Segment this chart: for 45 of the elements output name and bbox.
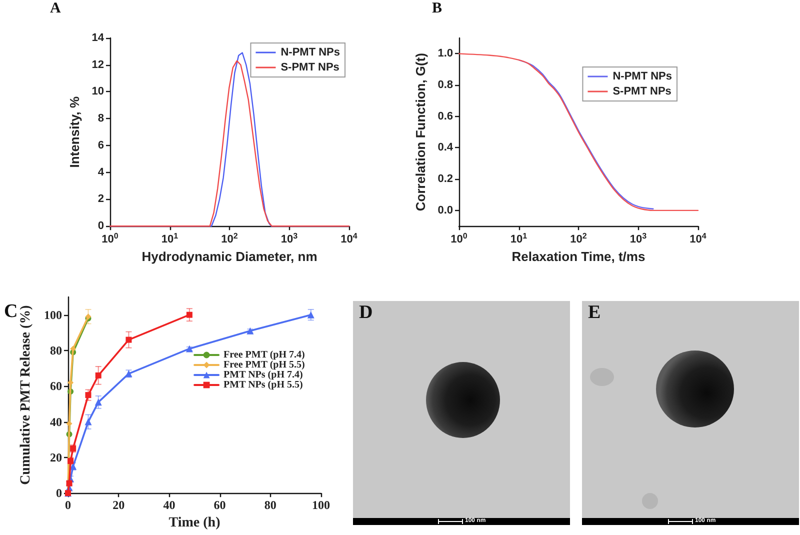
legend-label: PMT NPs (pH 7.4) <box>224 370 303 380</box>
y-tick-label: 4 <box>98 166 105 178</box>
y-tick-label: 2 <box>98 193 104 206</box>
x-axis-title: Relaxation Time, t/ms <box>512 249 646 264</box>
y-tick-label: 60 <box>50 379 62 394</box>
chart-title: B <box>432 0 442 16</box>
x-axis-title: Hydrodynamic Diameter, nm <box>142 249 318 264</box>
y-tick-label: 12 <box>92 58 104 71</box>
legend-label: N-PMT NPs <box>612 70 672 82</box>
y-tick-label: 20 <box>50 450 62 464</box>
y-tick-label: 0.8 <box>438 79 453 92</box>
y-tick-label: 1.0 <box>438 48 453 60</box>
legend-label: S-PMT NPs <box>612 86 672 98</box>
x-tick-label: 20 <box>112 498 125 512</box>
legend-label: N-PMT NPs <box>280 46 340 58</box>
legend-label: PMT NPs (pH 5.5) <box>224 380 303 390</box>
y-tick-label: 6 <box>98 139 104 152</box>
y-tick-label: 10 <box>92 86 104 98</box>
x-tick-label: 40 <box>163 498 176 512</box>
chart-title: A <box>50 0 61 16</box>
text: E <box>588 302 601 324</box>
x-tick-label: 0 <box>65 498 71 512</box>
y-tick-label: 14 <box>92 32 105 44</box>
legend-label: Free PMT (pH 7.4) <box>224 350 305 360</box>
legend-label: Free PMT (pH 5.5) <box>224 360 305 370</box>
chart-title: C <box>4 301 18 322</box>
x-tick-label: 100 <box>312 498 330 512</box>
y-axis-title: Intensity, % <box>66 96 82 168</box>
x-tick-label: 80 <box>264 498 276 512</box>
y-tick-label: 0.4 <box>438 142 454 154</box>
y-tick-label: 0.2 <box>438 173 453 186</box>
y-tick-label: 8 <box>98 112 104 125</box>
y-axis-title: Correlation Function, G(t) <box>412 52 428 212</box>
legend-label: S-PMT NPs <box>280 62 340 74</box>
y-tick-label: 0 <box>98 220 104 232</box>
y-tick-label: 0.0 <box>438 204 453 216</box>
text: D <box>359 302 373 324</box>
x-tick-label: 60 <box>214 498 226 512</box>
y-tick-label: 0.6 <box>438 110 453 122</box>
y-tick-label: 100 <box>44 308 62 322</box>
y-tick-label: 40 <box>50 414 62 429</box>
y-tick-label: 80 <box>50 343 62 358</box>
y-axis-title: Cumulative PMT Release (%) <box>18 304 34 485</box>
y-tick-label: 0 <box>56 486 62 500</box>
x-axis-title: Time (h) <box>168 516 221 530</box>
